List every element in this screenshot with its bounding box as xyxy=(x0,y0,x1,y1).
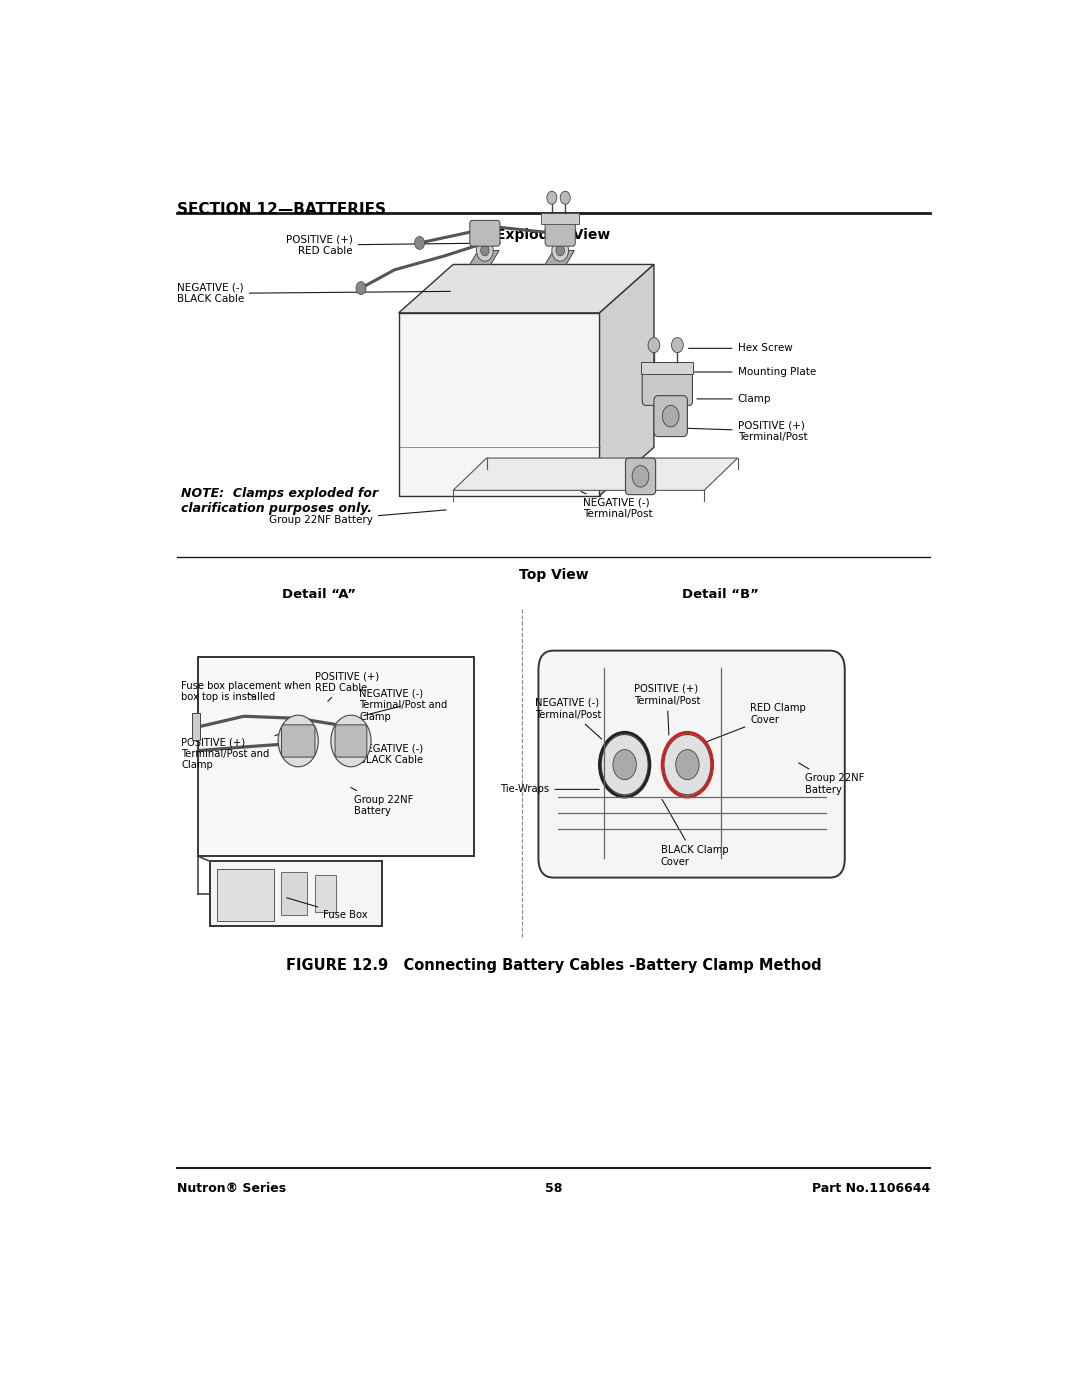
Circle shape xyxy=(664,735,711,795)
Polygon shape xyxy=(454,458,738,490)
Circle shape xyxy=(648,338,660,352)
Text: Hex Screw: Hex Screw xyxy=(689,344,793,353)
Circle shape xyxy=(356,282,366,295)
Bar xyxy=(541,212,580,224)
Text: POSITIVE (+)
RED Cable: POSITIVE (+) RED Cable xyxy=(315,671,379,701)
Text: Mounting Plate: Mounting Plate xyxy=(694,367,815,377)
Text: NEGATIVE (-)
Terminal/Post: NEGATIVE (-) Terminal/Post xyxy=(581,492,652,520)
FancyBboxPatch shape xyxy=(539,651,845,877)
Text: Fuse Box: Fuse Box xyxy=(286,898,368,921)
Circle shape xyxy=(552,240,568,261)
Circle shape xyxy=(561,191,570,204)
Text: NEGATIVE (-)
Terminal/Post: NEGATIVE (-) Terminal/Post xyxy=(535,698,602,739)
Text: POSITIVE (+)
Terminal/Post and
Clamp: POSITIVE (+) Terminal/Post and Clamp xyxy=(181,731,287,771)
FancyBboxPatch shape xyxy=(653,395,688,437)
Text: Detail “A”: Detail “A” xyxy=(282,588,356,601)
Text: Group 22NF
Battery: Group 22NF Battery xyxy=(351,788,414,816)
Polygon shape xyxy=(599,264,653,496)
Circle shape xyxy=(602,735,648,795)
Circle shape xyxy=(546,191,557,204)
Circle shape xyxy=(279,715,319,767)
Text: clarification purposes only.: clarification purposes only. xyxy=(181,502,372,515)
Text: POSITIVE (+)
RED Cable: POSITIVE (+) RED Cable xyxy=(286,235,500,256)
Text: BLACK Clamp
Cover: BLACK Clamp Cover xyxy=(661,799,728,868)
Text: 58: 58 xyxy=(544,1182,563,1194)
Text: FIGURE 12.9   Connecting Battery Cables -Battery Clamp Method: FIGURE 12.9 Connecting Battery Cables -B… xyxy=(286,958,821,974)
Text: Nutron® Series: Nutron® Series xyxy=(177,1182,286,1194)
Polygon shape xyxy=(545,250,575,264)
Text: Clamp: Clamp xyxy=(697,394,771,404)
FancyBboxPatch shape xyxy=(335,725,367,757)
Circle shape xyxy=(556,244,565,256)
Bar xyxy=(211,862,382,926)
Text: POSITIVE (+)
Terminal/Post: POSITIVE (+) Terminal/Post xyxy=(634,685,700,735)
Text: Fuse box placement when
box top is installed: Fuse box placement when box top is insta… xyxy=(181,680,311,703)
Polygon shape xyxy=(470,250,499,264)
Circle shape xyxy=(288,728,308,754)
Circle shape xyxy=(415,236,424,250)
Polygon shape xyxy=(399,313,599,496)
Circle shape xyxy=(613,750,636,780)
Text: NOTE:  Clamps exploded for: NOTE: Clamps exploded for xyxy=(181,488,378,500)
Text: Part No.1106644: Part No.1106644 xyxy=(812,1182,930,1194)
Text: NEGATIVE (-)
BLACK Cable: NEGATIVE (-) BLACK Cable xyxy=(176,282,450,305)
FancyBboxPatch shape xyxy=(643,370,692,405)
Circle shape xyxy=(330,715,372,767)
Text: Tie-Wraps: Tie-Wraps xyxy=(500,784,599,795)
Circle shape xyxy=(341,728,361,754)
Text: RED Clamp
Cover: RED Clamp Cover xyxy=(700,703,806,745)
Bar xyxy=(642,362,693,374)
Circle shape xyxy=(476,240,494,261)
Text: NEGATIVE (-)
Terminal/Post and
Clamp: NEGATIVE (-) Terminal/Post and Clamp xyxy=(360,689,448,722)
Polygon shape xyxy=(399,264,653,313)
Bar xyxy=(217,869,274,921)
FancyBboxPatch shape xyxy=(470,221,500,246)
FancyBboxPatch shape xyxy=(282,725,315,757)
Circle shape xyxy=(481,244,489,256)
Circle shape xyxy=(632,465,649,488)
Text: NEGATIVE (-)
BLACK Cable: NEGATIVE (-) BLACK Cable xyxy=(360,738,423,764)
FancyBboxPatch shape xyxy=(545,221,576,246)
Text: POSITIVE (+)
Terminal/Post: POSITIVE (+) Terminal/Post xyxy=(680,420,807,441)
Text: Exploded View: Exploded View xyxy=(497,228,610,242)
Circle shape xyxy=(672,338,684,352)
Text: SECTION 12—BATTERIES: SECTION 12—BATTERIES xyxy=(177,203,386,217)
Text: Group 22NF Battery: Group 22NF Battery xyxy=(269,510,446,525)
Bar xyxy=(315,876,336,912)
Circle shape xyxy=(676,750,699,780)
Bar xyxy=(281,872,308,915)
Bar xyxy=(198,657,474,856)
Text: Detail “B”: Detail “B” xyxy=(683,588,759,601)
FancyBboxPatch shape xyxy=(625,458,656,495)
Circle shape xyxy=(662,405,679,427)
Text: Top View: Top View xyxy=(518,567,589,581)
Text: Group 22NF
Battery: Group 22NF Battery xyxy=(798,763,864,795)
Bar xyxy=(192,712,200,740)
